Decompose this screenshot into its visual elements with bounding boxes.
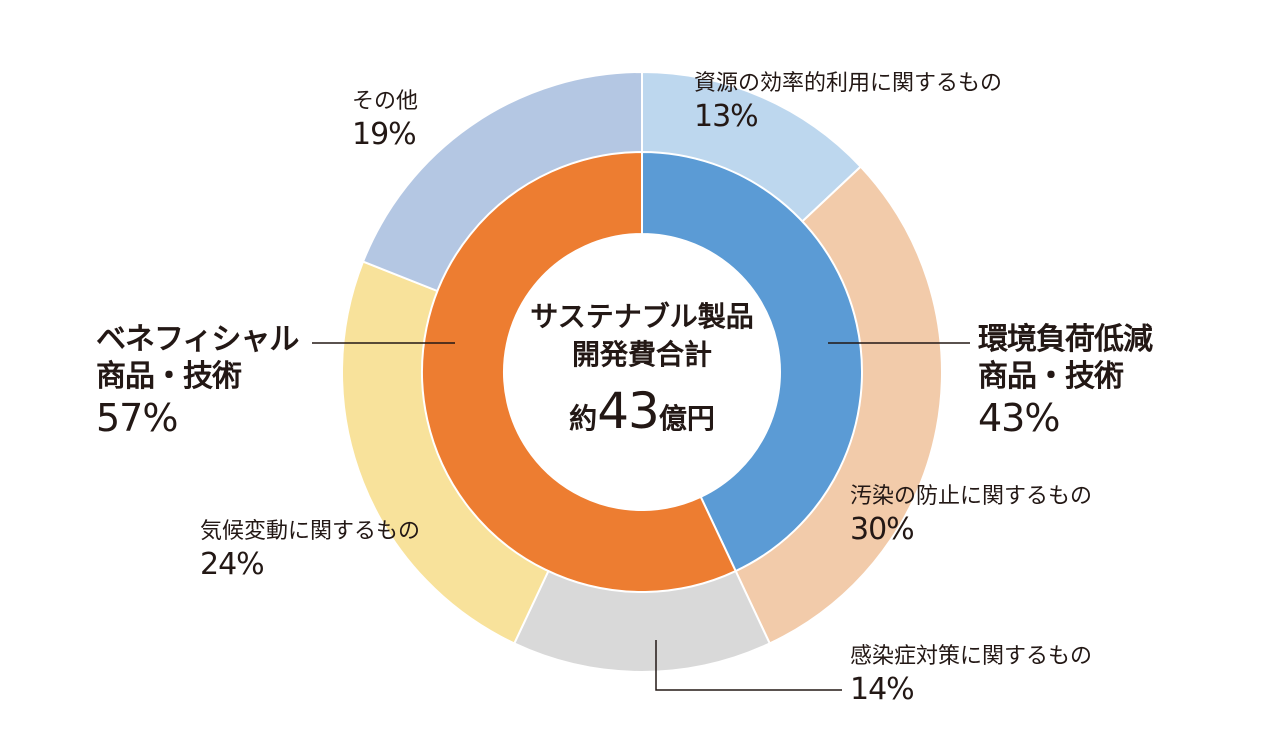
outer-label-pollution: 汚染の防止に関するもの 30% (850, 483, 1092, 548)
inner-label-beneficial-line2: 商品・技術 (96, 358, 242, 394)
inner-label-environment-line2: 商品・技術 (978, 358, 1124, 394)
amount-prefix: 約 (569, 401, 598, 435)
inner-label-environment-line1: 環境負荷低減 (978, 322, 1153, 357)
outer-label-infection-name: 感染症対策に関するもの (850, 644, 1093, 669)
inner-value-beneficial: 57% (96, 396, 178, 441)
outer-label-pollution-name: 汚染の防止に関するもの (850, 484, 1093, 509)
center-label: サステナブル製品 開発費合計 約43億円 (500, 298, 784, 440)
outer-value-other: 19% (352, 116, 417, 152)
outer-label-other: その他 19% (352, 88, 418, 153)
center-title-line1: サステナブル製品 (530, 300, 754, 333)
leader-line-infection (655, 640, 842, 691)
outer-value-pollution: 30% (850, 511, 915, 547)
amount-value: 43 (597, 381, 660, 440)
center-amount: 約43億円 (500, 382, 784, 440)
outer-value-infection: 14% (850, 671, 915, 707)
outer-label-climate: 気候変動に関するもの 24% (200, 518, 420, 583)
outer-value-resource: 13% (694, 98, 759, 134)
inner-label-beneficial-line1: ベネフィシャル (96, 322, 299, 357)
outer-label-resource-name: 資源の効率的利用に関するもの (694, 71, 1003, 96)
inner-ring-slice-1 (421, 150, 738, 593)
amount-suffix: 億円 (658, 401, 715, 435)
outer-label-resource: 資源の効率的利用に関するもの 13% (694, 70, 1002, 135)
outer-label-climate-name: 気候変動に関するもの (200, 519, 421, 544)
inner-label-environment: 環境負荷低減 商品・技術 43% (978, 322, 1153, 443)
inner-ring-slice-0 (641, 150, 863, 573)
inner-label-beneficial: ベネフィシャル 商品・技術 57% (96, 322, 299, 443)
outer-label-infection: 感染症対策に関するもの 14% (850, 643, 1092, 708)
center-title-line2: 開発費合計 (571, 337, 712, 371)
inner-value-environment: 43% (978, 396, 1060, 441)
outer-label-other-name: その他 (352, 89, 419, 114)
outer-value-climate: 24% (200, 546, 265, 582)
